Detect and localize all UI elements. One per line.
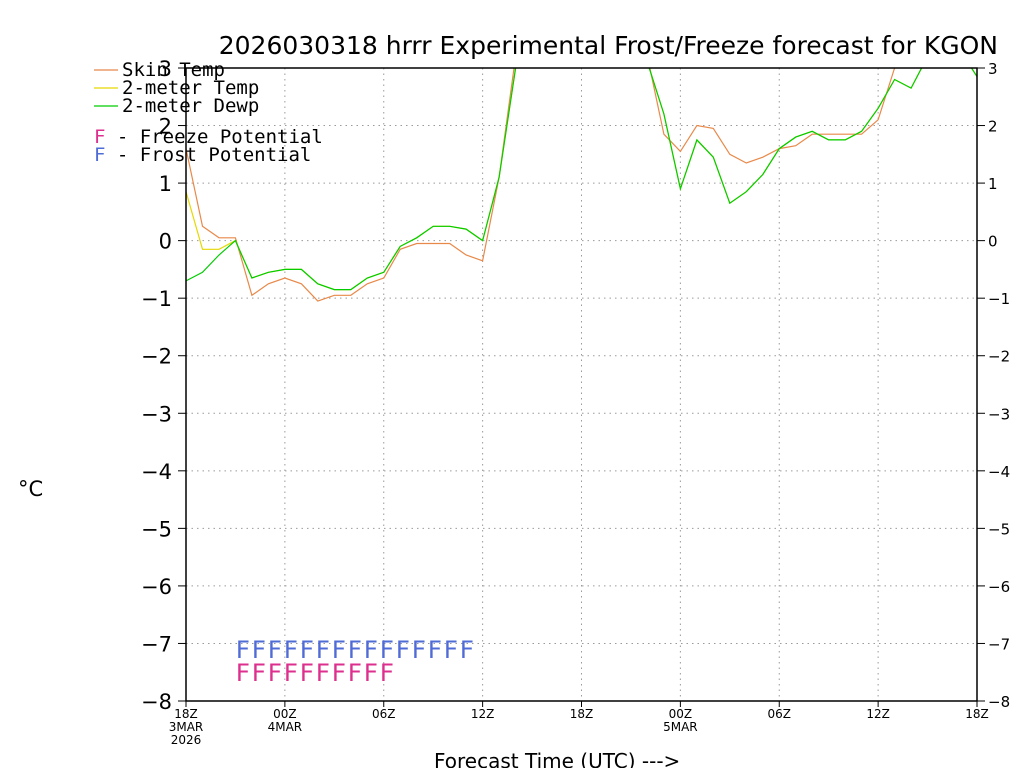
x-tick-label: 12Z: [471, 707, 495, 721]
x-tick-sublabel: 4MAR: [268, 720, 303, 734]
series-line-2-meter-dewp: [186, 68, 977, 291]
x-tick-label: 18Z: [965, 707, 989, 721]
frost-potential-marker: F: [251, 636, 265, 664]
legend-potential: F - Freeze Potential: [94, 126, 323, 148]
y-tick-label: −5: [141, 517, 172, 541]
frost-potential-marker: F: [427, 636, 441, 664]
y-tick-label: −8: [141, 690, 172, 714]
y-tick-label: 0: [159, 230, 172, 254]
y-tick-label-right: −4: [988, 463, 1010, 481]
y-tick-label-right: −8: [988, 693, 1010, 711]
freeze-potential-marker: F: [251, 659, 265, 687]
frost-potential-marker: F: [363, 636, 377, 664]
legend-label: 2-meter Temp: [122, 77, 259, 99]
frost-potential-marker: F: [395, 636, 409, 664]
y-tick-label: −4: [141, 460, 172, 484]
y-tick-label: 1: [159, 172, 172, 196]
y-tick-label: −3: [141, 402, 172, 426]
x-tick-label: 06Z: [768, 707, 792, 721]
y-tick-label-right: −3: [988, 405, 1010, 423]
series-line-skin-temp: [186, 68, 896, 302]
y-tick-label: −6: [141, 575, 172, 599]
legend-label: Skin Temp: [122, 59, 225, 81]
y-tick-label-right: 3: [988, 60, 998, 78]
potential-markers: F F F F F F F F F F F F F F FF F F F F F F F F F: [235, 636, 473, 687]
frost-potential-marker: F: [283, 636, 297, 664]
y-tick-label: −2: [141, 345, 172, 369]
x-tick-sublabel: 2026: [171, 733, 202, 747]
frost-potential-marker: F: [459, 636, 473, 664]
x-tick-sublabel: 5MAR: [663, 720, 698, 734]
x-tick-label: 18Z: [570, 707, 594, 721]
legend-label: 2-meter Dewp: [122, 95, 259, 117]
frost-potential-marker: F: [267, 636, 281, 664]
y-axis-ticks: 3 3 2 2 1 1 0 0 −1 −1 −2 −2 −3 −3 −4 −4 −5 −5 −6 −6 −7 −7 −8 −8: [141, 57, 1010, 714]
grid-lines: [186, 68, 977, 701]
x-tick-label: 18Z: [174, 707, 198, 721]
y-tick-label-right: −1: [988, 290, 1010, 308]
x-tick-label: 06Z: [372, 707, 396, 721]
y-tick-label-right: −2: [988, 348, 1010, 366]
freeze-potential-marker: F: [235, 659, 249, 687]
frost-potential-marker: F: [411, 636, 425, 664]
y-tick-label: −7: [141, 632, 172, 656]
frost-potential-marker: F: [315, 636, 329, 664]
freeze-potential-marker: F: [379, 659, 393, 687]
y-tick-label: 3: [159, 57, 172, 81]
frost-potential-marker: F: [299, 636, 313, 664]
frost-potential-marker: F: [331, 636, 345, 664]
y-tick-label: −1: [141, 287, 172, 311]
x-tick-label: 00Z: [273, 707, 297, 721]
freeze-potential-marker: F: [299, 659, 313, 687]
frost-potential-marker: F: [347, 636, 361, 664]
freeze-potential-marker: F: [283, 659, 297, 687]
freeze-potential-marker: F: [331, 659, 345, 687]
y-tick-label-right: −7: [988, 635, 1010, 653]
freeze-potential-marker: F: [363, 659, 377, 687]
y-tick-label-right: 0: [988, 233, 998, 251]
plot-frame: [185, 67, 978, 702]
y-tick-label-right: 2: [988, 118, 998, 136]
y-tick-label-right: −6: [988, 578, 1010, 596]
x-tick-label: 00Z: [669, 707, 693, 721]
y-axis-label: °C: [18, 477, 43, 501]
series-lines: [186, 68, 977, 302]
y-tick-label-right: −5: [988, 520, 1010, 538]
y-tick-label: 2: [159, 115, 172, 139]
freeze-potential-marker: F: [347, 659, 361, 687]
frost-potential-marker: F: [443, 636, 457, 664]
x-tick-sublabel: 3MAR: [169, 720, 204, 734]
x-tick-label: 12Z: [866, 707, 890, 721]
frost-potential-marker: F: [379, 636, 393, 664]
y-tick-label-right: 1: [988, 175, 998, 193]
freeze-potential-marker: F: [267, 659, 281, 687]
legend-potential: F - Frost Potential: [94, 144, 311, 166]
frost-potential-marker: F: [235, 636, 249, 664]
x-axis-label: Forecast Time (UTC) --->: [434, 749, 680, 768]
chart-title: 2026030318 hrrr Experimental Frost/Freez…: [219, 31, 998, 60]
freeze-potential-marker: F: [315, 659, 329, 687]
